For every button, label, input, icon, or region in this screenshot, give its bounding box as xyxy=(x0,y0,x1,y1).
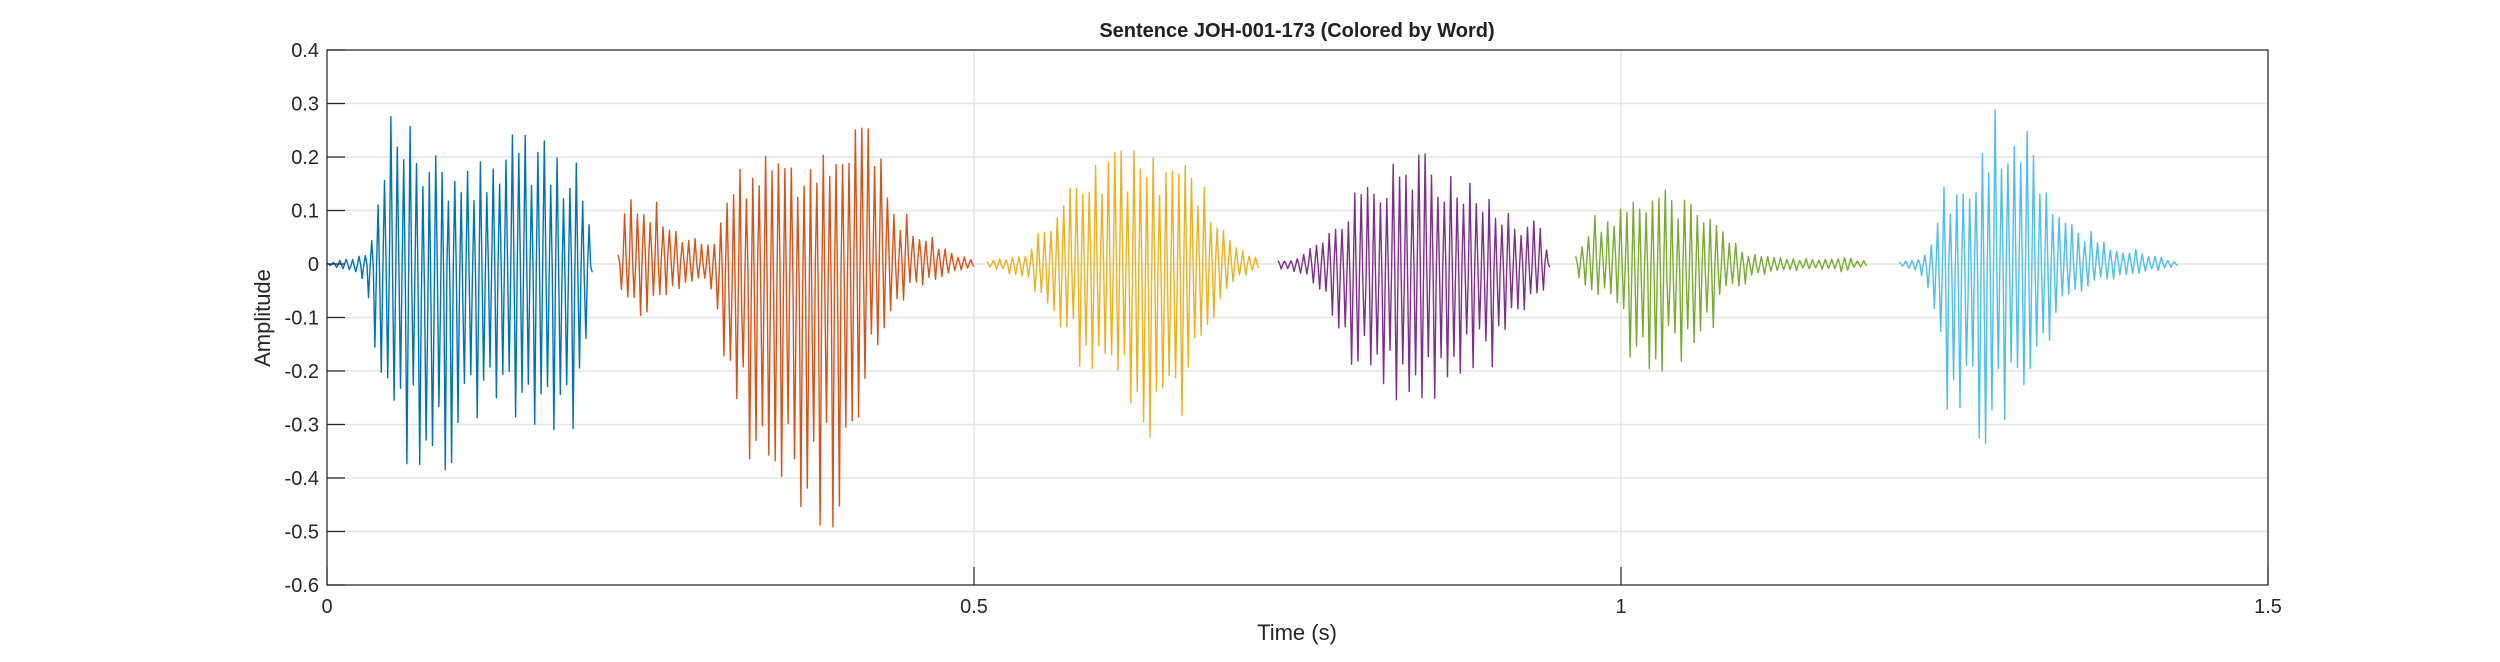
waveform-word-5 xyxy=(1575,189,1868,372)
x-tick-label: 1 xyxy=(1615,596,1626,618)
y-tick-label: 0.3 xyxy=(291,94,319,116)
y-tick-label: -0.5 xyxy=(285,522,319,544)
x-axis-label: Time (s) xyxy=(1257,620,1337,645)
y-tick-label: -0.2 xyxy=(285,361,319,383)
y-tick-label: -0.3 xyxy=(285,415,319,437)
y-tick-label: 0 xyxy=(308,254,319,276)
x-tick-label: 0.5 xyxy=(960,596,988,618)
y-tick-label: -0.6 xyxy=(285,575,319,597)
chart-title: Sentence JOH-001-173 (Colored by Word) xyxy=(1099,20,1494,42)
waveform-word-3 xyxy=(986,150,1260,438)
x-tick-label: 1.5 xyxy=(2254,596,2282,618)
waveform-word-6 xyxy=(1898,109,2178,445)
waveform-word-4 xyxy=(1277,153,1551,401)
y-tick-label: 0.2 xyxy=(291,147,319,169)
y-tick-label: -0.1 xyxy=(285,308,319,330)
y-tick-label: 0.1 xyxy=(291,201,319,223)
waveform-word-1 xyxy=(326,116,593,471)
axes-box xyxy=(326,49,2269,586)
y-tick-labels: 0.4 0.3 0.2 0.1 0 -0.1 -0.2 -0.3 -0.4 -0.5 -0.6 xyxy=(285,40,319,597)
x-tick-label: 0 xyxy=(321,596,332,618)
y-tick-label: -0.4 xyxy=(285,468,319,490)
waveform-word-2 xyxy=(617,127,975,528)
x-tick-labels: 0 0.5 1 1.5 xyxy=(321,596,2281,618)
y-tick-label: 0.4 xyxy=(291,40,319,62)
waveform-series xyxy=(326,109,2178,528)
y-axis-label: Amplitude xyxy=(250,269,275,367)
